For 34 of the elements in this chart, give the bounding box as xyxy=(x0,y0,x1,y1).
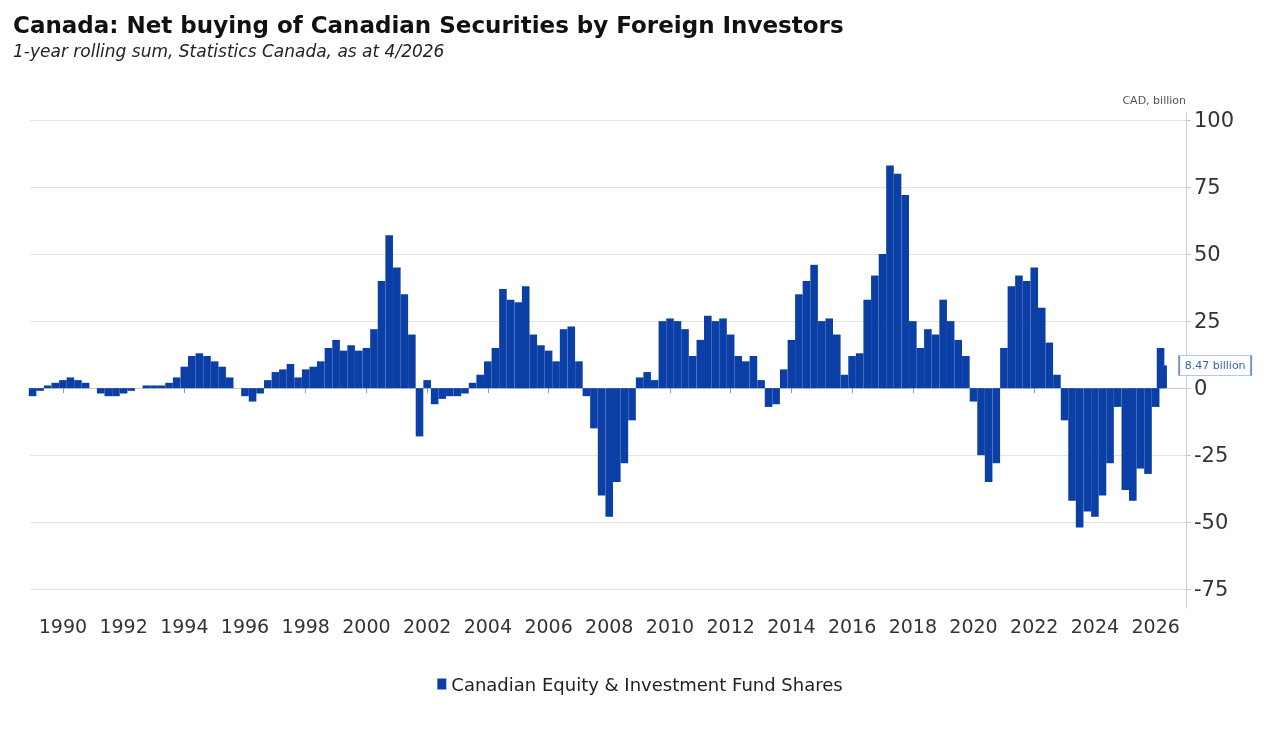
x-tick-label: 2016 xyxy=(827,614,877,637)
y-tick-label: -25 xyxy=(1194,443,1229,468)
x-tick-label: 1994 xyxy=(160,614,209,637)
y-tick-label: 100 xyxy=(1194,108,1235,133)
x-tick-label: 2008 xyxy=(585,614,634,637)
y-tick-label: -75 xyxy=(1194,577,1229,602)
x-tick-label: 2006 xyxy=(524,614,573,637)
x-tick-label: 2026 xyxy=(1131,614,1180,637)
x-tick-label: 2020 xyxy=(949,614,998,637)
x-tick-label: 2010 xyxy=(645,614,695,637)
x-tick-label: 2014 xyxy=(767,614,816,637)
chart-subtitle: 1-year rolling sum, Statistics Canada, as at 4/2026 xyxy=(13,40,445,61)
legend-label: Canadian Equity & Investment Fund Shares xyxy=(451,673,843,695)
x-tick-label: 2022 xyxy=(1010,614,1059,637)
annotation: 8.47 billion xyxy=(1184,358,1246,372)
y-tick-label: 75 xyxy=(1194,175,1221,200)
chart-title: Canada: Net buying of Canadian Securities by Foreign Investors xyxy=(13,11,844,38)
x-tick-label: 2004 xyxy=(463,614,513,637)
bar xyxy=(415,388,424,437)
y-axis-title: CAD, billion xyxy=(1122,94,1187,107)
x-tick-label: 2000 xyxy=(342,614,391,637)
x-tick-label: 2024 xyxy=(1070,614,1120,637)
x-tick-label: 1996 xyxy=(220,614,270,637)
x-tick-label: 2018 xyxy=(888,614,938,637)
x-tick-label: 1990 xyxy=(38,614,88,637)
x-tick-label: 2002 xyxy=(402,614,452,637)
x-tick-label: 1998 xyxy=(281,614,330,637)
bar xyxy=(423,380,431,389)
y-tick-label: -50 xyxy=(1194,510,1229,535)
y-tick-label: 25 xyxy=(1194,309,1221,334)
y-tick-label: 50 xyxy=(1194,242,1221,267)
y-tick-label: 0 xyxy=(1194,376,1208,401)
x-tick-label: 1992 xyxy=(99,614,148,637)
x-tick-label: 2012 xyxy=(706,614,755,637)
